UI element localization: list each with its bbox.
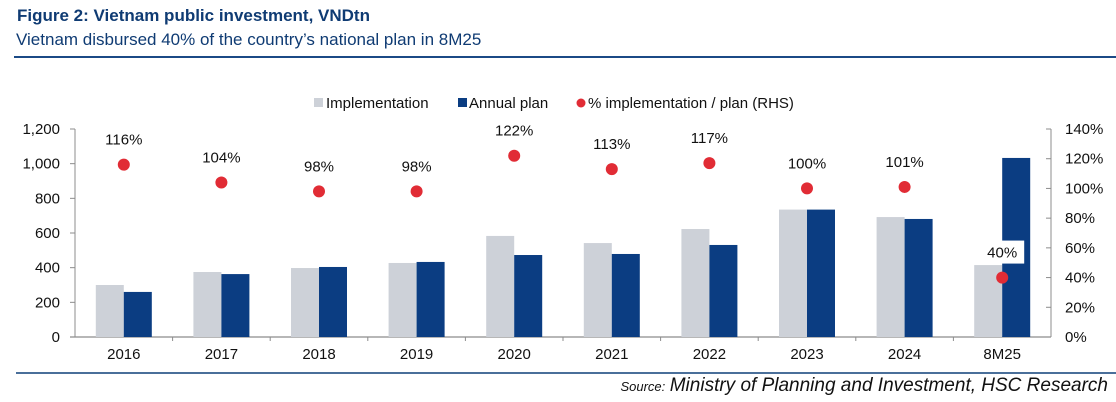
- left-axis-tick-label: 800: [35, 190, 60, 207]
- ratio-data-label: 40%: [987, 245, 1017, 262]
- bar-annual-plan: [611, 253, 640, 337]
- legend-marker-ratio: [576, 98, 586, 108]
- right-axis-tick-label: 100%: [1065, 180, 1103, 197]
- bar-annual-plan: [904, 218, 933, 337]
- right-axis-tick-label: 40%: [1065, 270, 1095, 287]
- ratio-point: [313, 185, 325, 198]
- x-axis-tick-label: 2021: [595, 346, 628, 363]
- legend-label-ratio: % implementation / plan (RHS): [588, 95, 794, 112]
- ratio-data-label: 117%: [691, 130, 728, 147]
- source-label: Source:: [620, 379, 666, 394]
- x-axis-tick-label: 2022: [693, 346, 726, 363]
- x-axis-tick-label: 2024: [888, 346, 921, 363]
- ratio-point: [703, 157, 716, 170]
- bar-annual-plan: [514, 255, 543, 337]
- source-text: Ministry of Planning and Investment, HSC…: [669, 375, 1108, 396]
- figure-title: Figure 2: Vietnam public investment, VND…: [17, 6, 370, 25]
- left-axis-tick-label: 200: [35, 294, 60, 311]
- bar-implementation: [583, 243, 612, 337]
- ratio-point: [605, 163, 618, 176]
- bar-annual-plan: [709, 244, 738, 337]
- x-axis-tick-label: 2017: [205, 346, 238, 363]
- bar-implementation: [779, 209, 807, 337]
- right-axis-tick-label: 60%: [1065, 240, 1095, 257]
- ratio-point: [117, 158, 130, 171]
- bar-implementation: [291, 268, 319, 337]
- x-axis-tick-label: 2023: [790, 346, 823, 363]
- bar-annual-plan: [221, 274, 250, 337]
- x-axis-labels: 2016 2017 2018 2019 2020 2021 2022 2023 2024 8M25: [107, 346, 1021, 363]
- ratio-point: [508, 149, 521, 162]
- ratio-point: [801, 182, 813, 195]
- right-axis-tick-label: 20%: [1065, 299, 1095, 316]
- bar-annual-plan: [416, 261, 445, 337]
- ratio-data-label: 113%: [593, 136, 630, 153]
- ratio-point: [898, 180, 911, 193]
- ratio-point: [410, 185, 423, 198]
- legend-swatch-annual-plan: [458, 98, 467, 107]
- bar-annual-plan: [319, 266, 347, 337]
- x-axis-tick-label: 2020: [498, 346, 531, 363]
- header-divider: [14, 56, 1116, 58]
- bar-annual-plan: [807, 209, 835, 337]
- ratio-point: [215, 176, 228, 189]
- right-axis-tick-label: 0%: [1065, 329, 1087, 346]
- legend: Implementation Annual plan % implementat…: [314, 95, 794, 112]
- left-axis-tick-label: 1,000: [22, 156, 60, 173]
- left-axis-tick-label: 1,200: [22, 121, 60, 138]
- bar-implementation: [193, 272, 222, 337]
- bar-implementation: [681, 229, 710, 337]
- ratio-data-label: 122%: [495, 123, 533, 140]
- x-axis-tick-label: 8M25: [983, 346, 1021, 363]
- ratio-data-label: 104%: [202, 149, 240, 166]
- ratio-data-label: 98%: [304, 158, 334, 175]
- x-axis-tick-label: 2016: [107, 346, 140, 363]
- bars: [95, 157, 1031, 337]
- ratio-data-label: 101%: [885, 154, 923, 171]
- x-axis-tick-label: 2019: [400, 346, 433, 363]
- bar-implementation: [95, 285, 124, 337]
- left-axis-tick-label: 600: [35, 225, 60, 242]
- bar-annual-plan: [123, 291, 152, 337]
- right-axis-tick-label: 120%: [1065, 151, 1103, 168]
- bar-implementation: [486, 235, 515, 337]
- source-note: Source: Ministry of Planning and Investm…: [620, 375, 1108, 397]
- bar-implementation: [876, 217, 905, 337]
- bar-implementation: [388, 262, 417, 337]
- ratio-point: [996, 271, 1009, 284]
- ratio-label-background: [980, 240, 1025, 264]
- axes: 0 200 400 600 800 1,000 1,200 0% 20% 40% 60% 80% 100…: [22, 121, 1103, 346]
- x-axis-tick-label: 2018: [302, 346, 335, 363]
- right-axis-tick-label: 80%: [1065, 210, 1095, 227]
- ratio-data-label: 98%: [402, 158, 432, 175]
- ratio-points: 116% 104% 98% 98% 122% 113% 117% 100% 101% 40%: [105, 123, 1025, 284]
- legend-swatch-implementation: [314, 98, 323, 107]
- left-axis-tick-label: 400: [35, 260, 60, 277]
- legend-label-implementation: Implementation: [326, 95, 429, 112]
- ratio-data-label: 100%: [788, 155, 826, 172]
- ratio-data-label: 116%: [105, 132, 142, 149]
- right-axis-tick-label: 140%: [1065, 121, 1103, 138]
- footer-divider: [16, 372, 1116, 374]
- legend-label-annual-plan: Annual plan: [469, 95, 548, 112]
- left-axis-tick-label: 0: [52, 329, 60, 346]
- figure-subtitle: Vietnam disbursed 40% of the country’s n…: [16, 30, 482, 49]
